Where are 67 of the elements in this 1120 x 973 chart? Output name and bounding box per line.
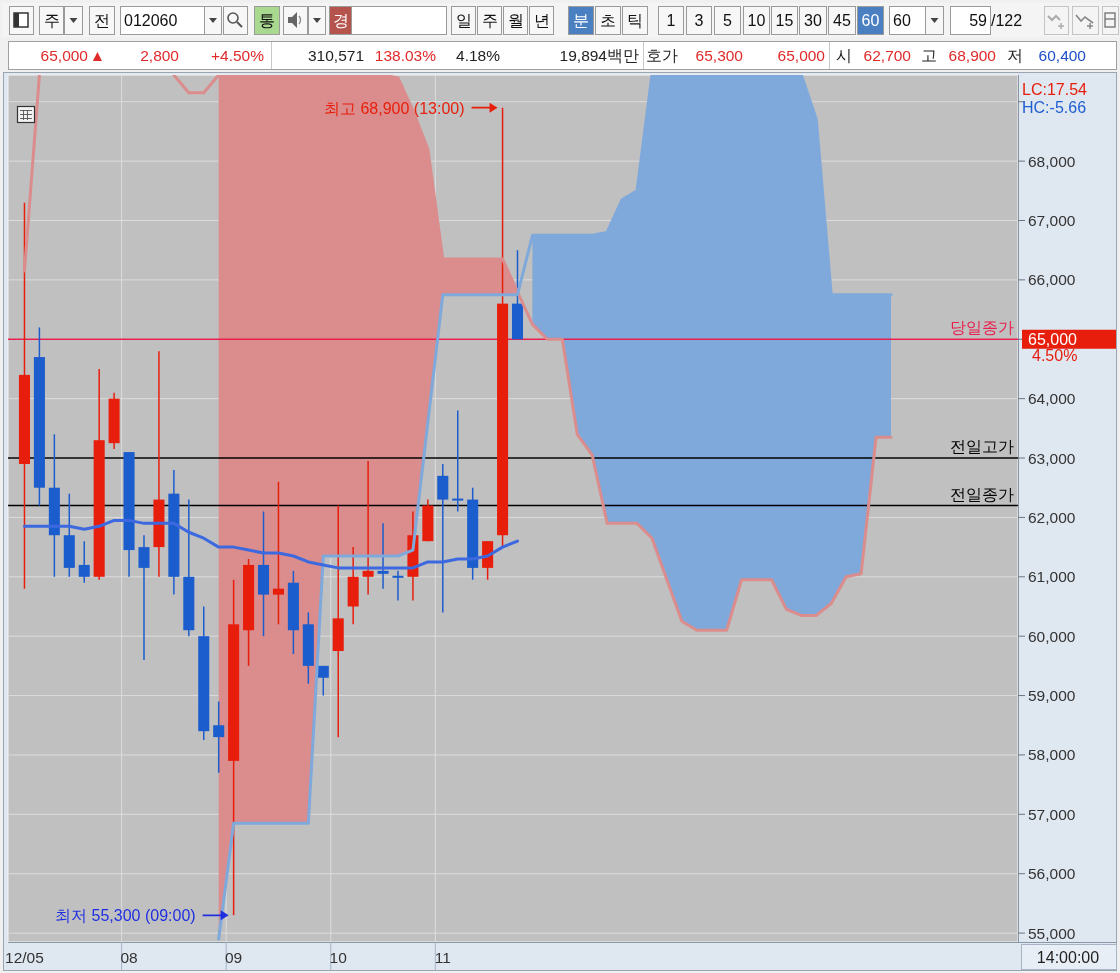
y-tick-label: 55,000 bbox=[1028, 924, 1076, 942]
text: 호가 bbox=[646, 47, 678, 64]
text: 30 bbox=[804, 12, 822, 29]
text: 68,900 bbox=[948, 47, 997, 64]
y-tick-label: 59,000 bbox=[1028, 687, 1076, 705]
text: 65,000 bbox=[40, 47, 89, 64]
x-tick-label: 08 bbox=[120, 949, 138, 966]
text: 주 bbox=[481, 12, 498, 29]
text: 4.18% bbox=[456, 47, 501, 64]
text: 15 bbox=[775, 12, 794, 29]
text: 3 bbox=[694, 12, 704, 29]
x-tick-label: 12/05 bbox=[5, 949, 44, 966]
x-tick-label: 09 bbox=[225, 949, 243, 966]
text: 주 bbox=[43, 12, 60, 29]
text: 분 bbox=[573, 12, 589, 29]
text: 45 bbox=[833, 12, 851, 29]
text: 통 bbox=[259, 12, 275, 29]
text: 60 bbox=[893, 12, 911, 29]
annotation: LC:17.54 bbox=[1022, 81, 1087, 98]
x-tick-label: 10 bbox=[329, 949, 348, 966]
annotation: 14:00:00 bbox=[1021, 944, 1117, 970]
text: 시 bbox=[836, 47, 852, 64]
text: 일 bbox=[455, 12, 472, 29]
y-tick-label: 57,000 bbox=[1028, 805, 1076, 823]
text: 60,400 bbox=[1038, 47, 1087, 64]
text: 65,000 bbox=[777, 47, 826, 64]
annotation: 최고 68,900 (13:00) bbox=[324, 99, 465, 117]
y-tick-label: 56,000 bbox=[1028, 865, 1076, 883]
ref-line-label: 전일종가 bbox=[950, 485, 1014, 503]
text: 초 bbox=[600, 12, 616, 29]
y-tick-label: 60,000 bbox=[1028, 627, 1076, 645]
text: 월 bbox=[507, 12, 524, 29]
text: 012060 bbox=[124, 12, 178, 29]
y-tick-label: 64,000 bbox=[1028, 390, 1076, 408]
text: 310,571 bbox=[307, 47, 364, 64]
text: 59 bbox=[969, 12, 988, 29]
text: ▲ bbox=[89, 47, 105, 64]
y-tick-label: 67,000 bbox=[1028, 211, 1076, 229]
ref-line-label: 당일종가 bbox=[950, 319, 1014, 337]
x-tick-label: 11 bbox=[434, 949, 451, 966]
annotation: HC:-5.66 bbox=[1022, 99, 1087, 116]
y-tick-label: 58,000 bbox=[1028, 746, 1076, 764]
text: 65,300 bbox=[695, 47, 744, 64]
text: /122 bbox=[991, 12, 1023, 29]
ref-line-label: 전일고가 bbox=[950, 438, 1014, 456]
y-tick-label: 66,000 bbox=[1028, 271, 1076, 289]
text: +4.50% bbox=[210, 47, 265, 64]
text: 138.03% bbox=[374, 47, 437, 64]
annotation: 4.50% bbox=[1032, 347, 1078, 365]
y-tick-label: 61,000 bbox=[1028, 568, 1076, 586]
text: 1 bbox=[666, 12, 676, 29]
text: 고 bbox=[921, 47, 937, 64]
annotation: 최저 55,300 (09:00) bbox=[55, 907, 196, 925]
y-tick-label: 68,000 bbox=[1028, 152, 1076, 170]
y-tick-label: 63,000 bbox=[1028, 449, 1076, 467]
text: 경 bbox=[332, 12, 349, 29]
text: 저 bbox=[1007, 47, 1023, 64]
text: 년 bbox=[533, 12, 550, 29]
text: 62,700 bbox=[863, 47, 912, 64]
text: 60 bbox=[861, 12, 880, 29]
text: 19,894백만 bbox=[559, 47, 639, 64]
text: 틱 bbox=[627, 12, 643, 29]
text: 2,800 bbox=[140, 47, 180, 64]
text: 전 bbox=[94, 12, 110, 29]
text: 10 bbox=[747, 12, 766, 29]
y-tick-label: 62,000 bbox=[1028, 508, 1076, 526]
text: 5 bbox=[723, 12, 733, 29]
